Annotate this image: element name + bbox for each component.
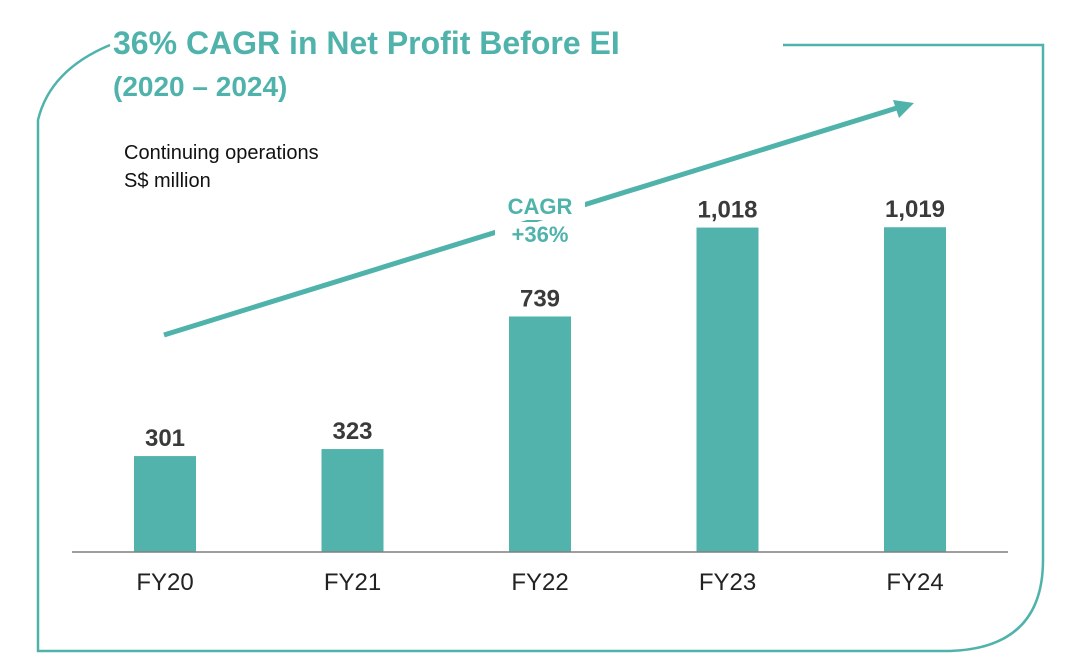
value-label-fy22: 739	[520, 285, 560, 312]
bar-fy21	[321, 449, 384, 552]
bar-fy24	[884, 227, 946, 553]
value-label-fy21: 323	[332, 418, 372, 445]
x-tick-label-fy22: FY22	[511, 569, 568, 596]
x-tick-label-fy23: FY23	[699, 569, 756, 596]
value-label-fy23: 1,018	[697, 197, 757, 224]
value-label-fy20: 301	[145, 425, 185, 452]
chart-title-period: (2020 – 2024)	[113, 71, 288, 102]
labels-layer: 301 FY20 323 FY21 739 FY22 1,018 FY23 1,019 FY24	[136, 196, 945, 596]
chart-title: 36% CAGR in Net Profit Before EI	[113, 25, 620, 61]
x-tick-label-fy20: FY20	[136, 569, 193, 596]
bar-fy23	[696, 227, 759, 552]
bars-layer	[134, 227, 946, 553]
frame-border	[36, 43, 1045, 653]
unit-label: S$ million	[124, 170, 211, 192]
bar-fy22	[509, 316, 571, 552]
value-label-fy24: 1,019	[885, 196, 945, 223]
bar-fy20	[134, 456, 196, 552]
cagr-value: +36%	[495, 222, 585, 248]
cagr-label: CAGR	[495, 194, 585, 220]
x-tick-label-fy21: FY21	[324, 569, 381, 596]
cagr-trend-arrow	[163, 100, 914, 338]
x-tick-label-fy24: FY24	[886, 569, 943, 596]
chart-subtitle: Continuing operations	[124, 142, 319, 164]
